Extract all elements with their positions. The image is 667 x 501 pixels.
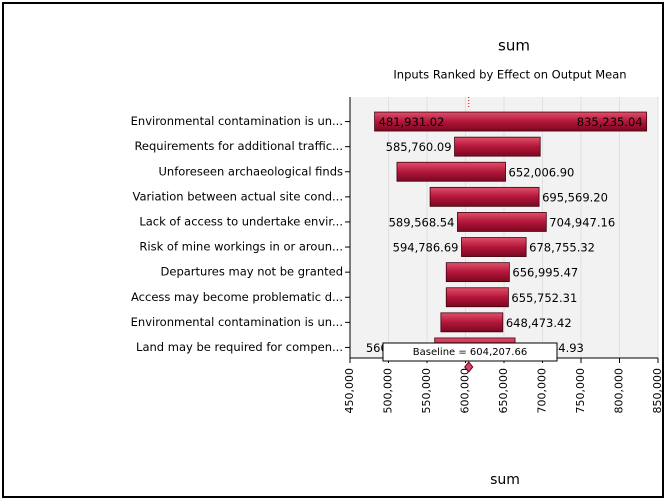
value-label: 585,760.09 [386, 140, 452, 154]
x-tick-label: 550,000 [420, 368, 433, 414]
chart-subtitle: Inputs Ranked by Effect on Output Mean [393, 68, 626, 82]
x-tick-label: 700,000 [536, 368, 549, 414]
bar [374, 111, 648, 132]
x-tick-label: 500,000 [382, 368, 395, 414]
value-label: 704,947.16 [549, 215, 615, 229]
category-label: Land may be required for compen... [136, 340, 343, 354]
x-axis-title: sum [490, 472, 520, 488]
value-label: 655,752.31 [511, 291, 577, 305]
x-tick-label: 650,000 [497, 368, 510, 414]
value-label: 695,569.20 [542, 190, 608, 204]
bar [457, 212, 547, 232]
category-label: Access may become problematic d... [131, 290, 343, 304]
category-label: Environmental contamination is un... [131, 315, 343, 329]
category-label: Risk of mine workings in or aroun... [139, 240, 343, 254]
baseline-box [382, 342, 558, 362]
value-label: 648,473.42 [506, 316, 572, 330]
bar [440, 312, 504, 333]
bar [461, 237, 527, 257]
bar [445, 287, 509, 308]
value-label: 835,235.04 [577, 115, 643, 129]
value-label: 594,786.69 [393, 241, 459, 255]
x-tick-label: 750,000 [574, 368, 587, 414]
bar [396, 161, 506, 182]
x-tick-label: 600,000 [459, 368, 472, 414]
category-label: Lack of access to undertake envir... [139, 214, 343, 228]
value-label: 589,568.54 [389, 215, 455, 229]
category-label: Unforeseen archaeological finds [159, 164, 344, 178]
value-label: 678,755.32 [529, 241, 595, 255]
bar [445, 262, 510, 283]
x-tick-label: 450,000 [343, 368, 356, 414]
category-label: Environmental contamination is un... [131, 114, 343, 128]
bar [454, 136, 541, 157]
baseline-marker [464, 361, 474, 373]
category-label: Requirements for additional traffic... [134, 139, 343, 153]
bar [429, 186, 540, 207]
chart-title: sum [498, 37, 530, 55]
category-label: Variation between actual site cond... [133, 189, 343, 203]
value-label: 656,995.47 [512, 266, 578, 280]
value-label: 481,931.02 [379, 115, 445, 129]
x-tick-label: 850,000 [651, 368, 664, 414]
x-tick-label: 800,000 [613, 368, 626, 414]
category-label: Departures may not be granted [161, 265, 343, 279]
baseline-label: Baseline = 604,207.66 [413, 347, 527, 358]
value-label: 652,006.90 [509, 165, 575, 179]
